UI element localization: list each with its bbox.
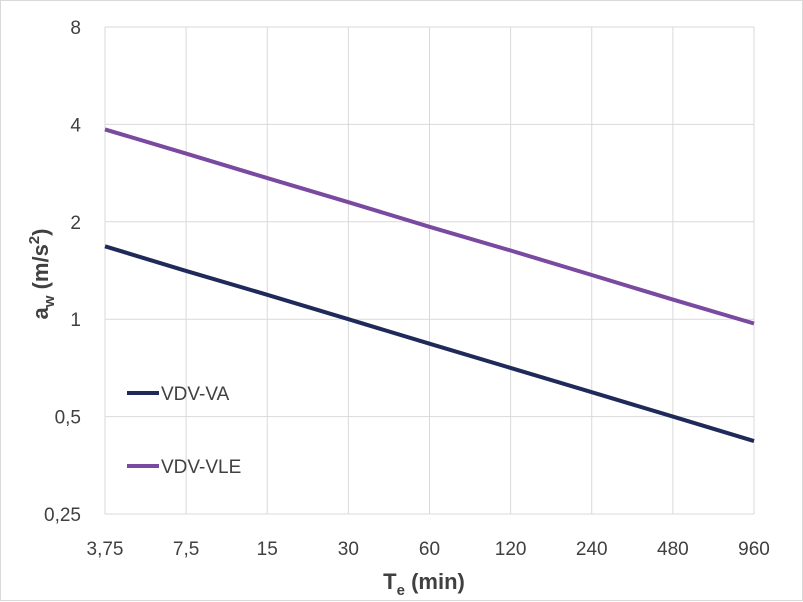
series-line-vdv-va xyxy=(104,244,755,444)
y-tick-label: 4 xyxy=(70,115,81,136)
y-axis-title-subscript: w xyxy=(41,295,58,308)
x-axis-title-subscript: e xyxy=(397,582,405,599)
legend-label-vdv-va: VDV-VA xyxy=(161,384,230,405)
y-axis-title-unit: (m/s xyxy=(28,244,53,295)
y-axis-title-main: a xyxy=(28,306,53,319)
grid xyxy=(104,26,755,515)
x-axis-title: Te (min) xyxy=(383,569,465,599)
series-line-vdv-vle xyxy=(104,127,755,326)
tick-labels: 3,75 7,5 15 30 60 120 240 480 960 0,25 0,5 1 2 4 8 xyxy=(44,18,770,560)
y-axis-title-superscript: 2 xyxy=(26,236,43,244)
x-tick-label: 30 xyxy=(338,539,359,560)
y-tick-label: 0,25 xyxy=(44,505,81,526)
y-tick-label: 8 xyxy=(70,18,81,39)
x-tick-label: 3,75 xyxy=(87,539,124,560)
x-tick-label: 960 xyxy=(738,539,770,560)
legend-label-vdv-vle: VDV-VLE xyxy=(161,457,241,478)
y-axis-title: aw (m/s2) xyxy=(26,229,58,320)
legend-item-vdv-vle: VDV-VLE xyxy=(127,457,241,478)
x-axis-title-main: T xyxy=(383,569,397,594)
legend-item-vdv-va: VDV-VA xyxy=(127,384,230,405)
x-tick-label: 480 xyxy=(657,539,689,560)
x-tick-label: 60 xyxy=(419,539,440,560)
y-axis-title-close: ) xyxy=(28,229,53,236)
x-axis-title-rest: (min) xyxy=(405,569,465,594)
y-tick-label: 1 xyxy=(70,310,81,331)
series-lines xyxy=(104,127,755,444)
x-tick-label: 15 xyxy=(257,539,278,560)
x-tick-label: 120 xyxy=(495,539,527,560)
y-tick-label: 2 xyxy=(70,213,81,234)
x-tick-label: 240 xyxy=(576,539,608,560)
y-tick-label: 0,5 xyxy=(55,408,81,429)
legend: VDV-VA VDV-VLE xyxy=(127,384,241,478)
x-tick-label: 7,5 xyxy=(173,539,199,560)
